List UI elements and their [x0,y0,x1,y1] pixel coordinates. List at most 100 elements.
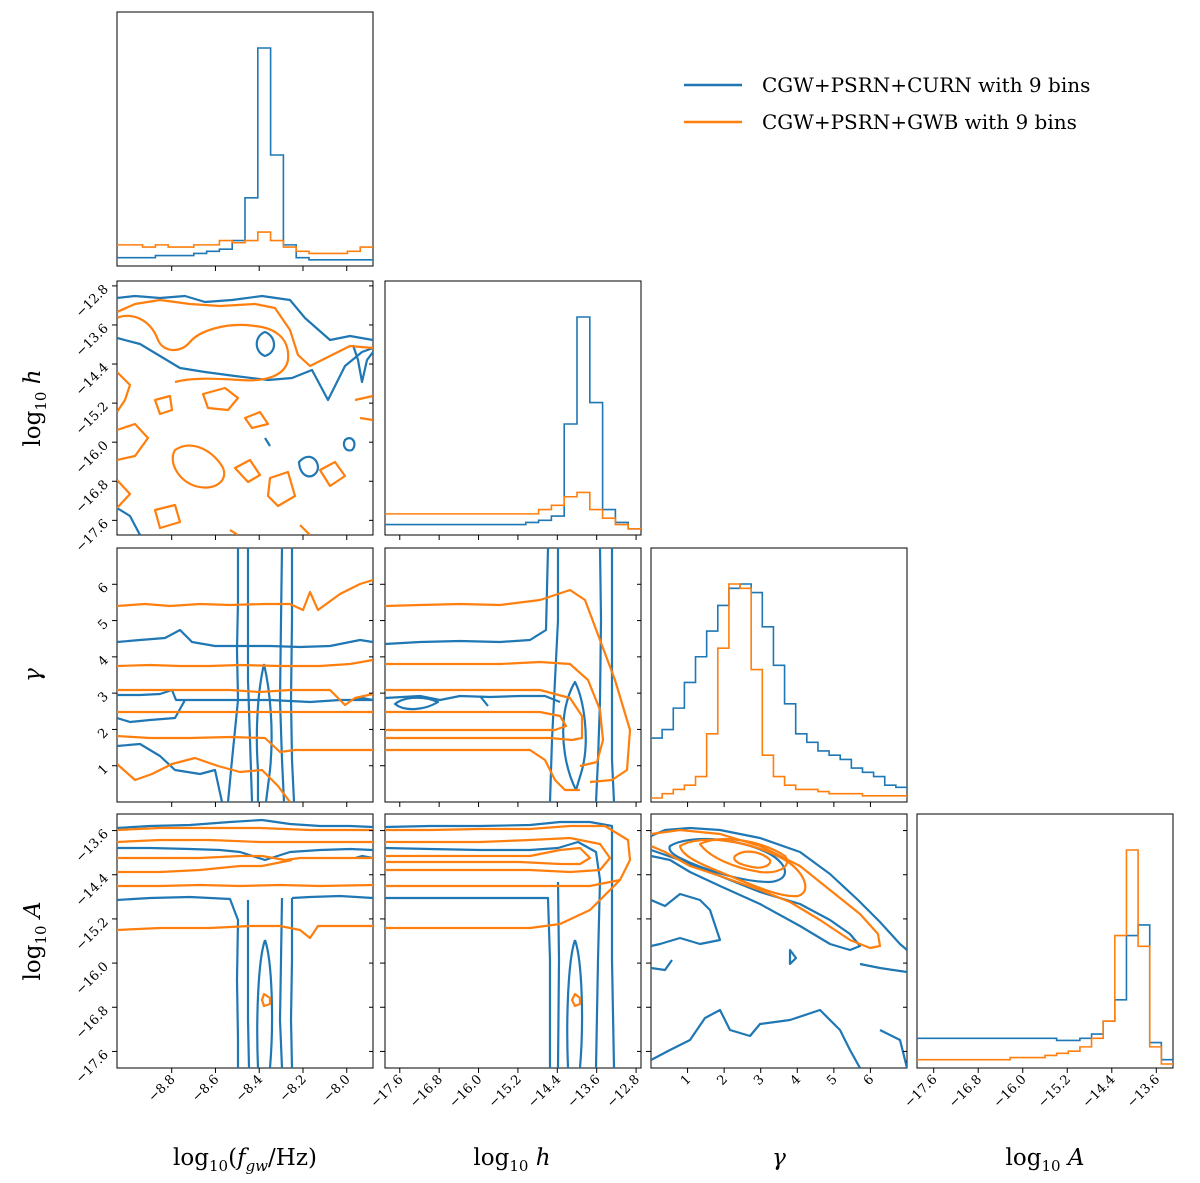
contour-orange [260,992,272,1008]
legend: CGW+PSRN+CURN with 9 bins CGW+PSRN+GWB w… [684,73,1090,134]
contour-blue [788,948,798,966]
xlabel-A: log10 A [1006,1145,1085,1175]
contour-blue [297,455,320,478]
contour-blue [385,548,550,646]
hist-step-f [117,231,373,255]
x-tick-label: 4 [788,1072,804,1088]
x-tick-label: −14.4 [525,1072,564,1111]
x-tick-label: −14.4 [1080,1072,1119,1111]
contour-orange [117,838,373,844]
contour-blue [117,895,240,1068]
contour-blue [278,548,286,802]
x-tick-label: −12.8 [604,1072,643,1111]
hist-f [117,47,373,261]
contour-orange [117,924,373,940]
hist-h [385,316,641,530]
contour-orange [117,422,150,462]
contour-blue [385,820,616,1068]
contour-orange [385,710,568,732]
contour-orange [117,883,373,888]
x-tick-label: −13.6 [565,1072,604,1111]
y-tick-label: 1 [95,762,111,778]
contour-orange [117,658,373,668]
contour-blue [264,437,271,447]
panel-f-hist [116,11,374,267]
contour-orange [318,460,347,488]
contour-orange [117,734,373,754]
legend-label-orange: CGW+PSRN+GWB with 9 bins [762,110,1077,134]
x-axis-labels: log10(fgw/Hz) log10 h γ log10 A [173,1145,1084,1175]
contour-blue [651,1008,861,1068]
panel-h-vs-f [116,280,374,536]
contour-orange [733,850,772,869]
contour-blue [594,548,603,802]
hist-g [651,583,907,799]
panel-A-vs-g [650,813,908,1069]
contour-orange [229,529,239,535]
x-tick-label: 1 [678,1072,694,1088]
hist-step-A [917,849,1173,1065]
contour-blue [879,1029,907,1068]
x-tick-label: −15.2 [1035,1072,1074,1111]
contour-orange [153,503,182,530]
contour-orange [651,828,882,950]
contour-orange [385,748,580,792]
x-tick-label: −8.0 [321,1072,354,1105]
contour-orange [385,588,632,784]
contour-orange [359,416,373,422]
contour-blue [117,742,224,802]
contour-blue [610,548,616,802]
contour-blue [351,344,373,384]
y-tick-label: 5 [95,617,111,633]
contour-blue [651,892,722,948]
contour-blue [859,962,907,974]
contour-orange [117,479,132,509]
contours-A-vs-g [651,826,907,1068]
contour-blue [255,663,273,802]
contour-blue [255,330,276,358]
contour-orange [153,394,174,416]
ylabel-g: γ [20,668,46,682]
contour-blue [117,628,373,649]
contour-orange [354,394,373,402]
contour-blue [289,548,296,802]
contour-orange [385,879,621,930]
y-tick-label: 3 [95,689,111,705]
contours-g-vs-h [385,548,632,802]
x-tick-label: −8.2 [277,1072,310,1105]
panel-A-vs-h [384,813,642,1069]
contour-blue [246,548,254,802]
xlabel-f: log10(fgw/Hz) [173,1145,317,1175]
y-tick-label: −16.8 [73,1003,112,1042]
contour-blue [117,507,141,535]
contour-orange [266,470,297,508]
x-tick-label: 6 [861,1072,877,1088]
contour-blue [117,294,373,342]
contour-orange [243,410,270,430]
panel-g-hist [650,547,908,803]
contour-blue [566,939,584,1068]
hist-step-A [917,924,1173,1061]
contour-blue [342,437,356,452]
contour-orange [698,838,788,874]
hist-step-f [117,47,373,261]
x-tick-label: −13.6 [1124,1072,1163,1111]
contour-orange [117,858,293,874]
y-tick-label: −15.2 [73,399,112,438]
y-tick-label: −14.4 [73,871,112,910]
contour-blue [385,896,552,1068]
xlabel-h: log10 h [473,1145,550,1175]
hist-step-h [385,316,641,530]
contour-blue [246,900,251,1068]
contour-blue [548,548,560,802]
contour-orange [678,838,807,898]
x-tick-label: 5 [824,1072,840,1088]
contour-blue [651,959,673,972]
y-tick-label: −16.0 [73,959,112,998]
x-tick-label: −16.0 [447,1072,486,1111]
contour-blue [651,848,862,952]
contour-orange [299,524,311,535]
x-tick-label: −17.6 [368,1072,407,1111]
y-tick-label: −16.8 [73,477,112,516]
